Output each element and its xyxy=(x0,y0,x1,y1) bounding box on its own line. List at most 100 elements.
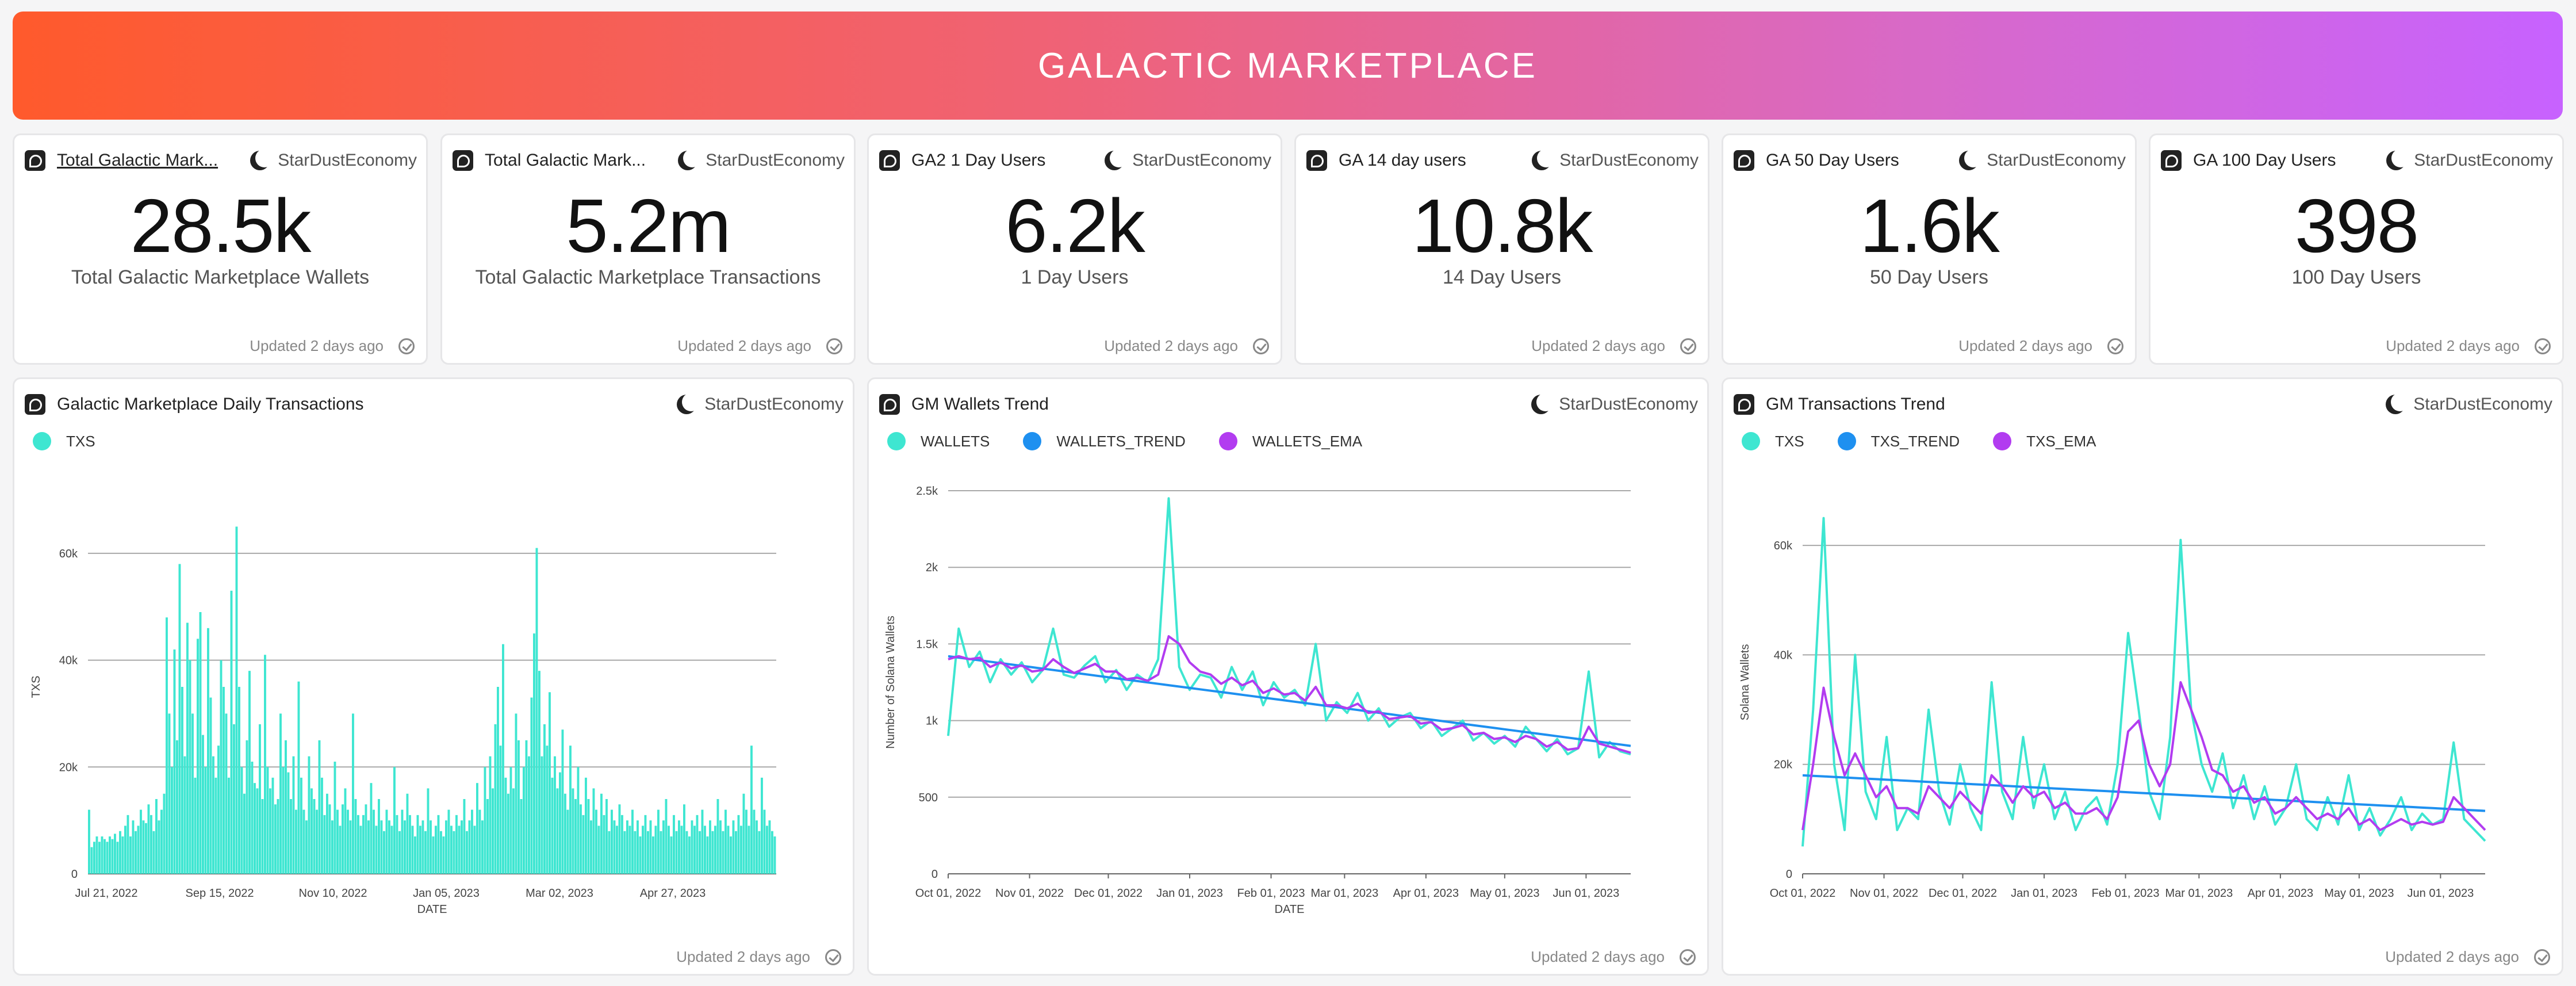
bar xyxy=(354,799,357,874)
bar xyxy=(554,756,556,874)
bar xyxy=(111,839,114,874)
bar xyxy=(277,799,279,874)
bar xyxy=(585,777,587,874)
bar xyxy=(349,820,352,874)
bar xyxy=(463,799,466,874)
bar xyxy=(326,793,328,874)
check-circle-icon xyxy=(2107,338,2123,354)
bar xyxy=(243,793,246,874)
bar xyxy=(484,767,486,874)
bar xyxy=(442,836,445,874)
legend-item[interactable]: TXS_TREND xyxy=(1837,432,1960,450)
bar xyxy=(378,799,380,874)
bar xyxy=(494,724,497,874)
bar xyxy=(747,826,750,874)
bar xyxy=(613,820,616,874)
kpi-title[interactable]: Total Galactic Mark... xyxy=(57,151,218,170)
legend-item[interactable]: WALLETS_TREND xyxy=(1023,432,1186,450)
wallets-trend-chart: 0 500 1k 1.5k 2k 2.5k Number of Solana Wallets… xyxy=(884,485,1631,916)
brand-name[interactable]: StarDustEconomy xyxy=(2413,395,2552,414)
bar xyxy=(295,809,297,874)
bar xyxy=(533,633,535,874)
bar xyxy=(704,826,706,874)
bar xyxy=(699,831,701,874)
brand-name[interactable]: StarDustEconomy xyxy=(704,395,844,414)
y-tick-label: 60k xyxy=(59,548,78,560)
series-line-wallets_trend xyxy=(948,655,1631,747)
chart-legend: WALLETS WALLETS_TREND WALLETS_EMA xyxy=(887,432,1396,450)
bar xyxy=(101,836,103,874)
legend-item[interactable]: TXS xyxy=(1742,432,1804,450)
brand-name[interactable]: StarDustEconomy xyxy=(1559,151,1699,170)
series-line-txs_trend xyxy=(1802,774,2486,812)
bar xyxy=(471,809,473,874)
check-circle-icon xyxy=(825,949,841,965)
bar xyxy=(217,746,220,874)
legend-item[interactable]: TXS_EMA xyxy=(1993,432,2096,450)
x-tick-label: Jan 01, 2023 xyxy=(1156,887,1223,900)
bar xyxy=(233,724,235,874)
kpi-title[interactable]: GA 14 day users xyxy=(1339,151,1466,170)
bar xyxy=(634,831,637,874)
kpi-title[interactable]: GA 100 Day Users xyxy=(2193,151,2336,170)
bar xyxy=(223,687,225,874)
y-tick-label: 20k xyxy=(59,761,78,774)
bar xyxy=(600,793,603,874)
bar xyxy=(450,826,453,874)
legend-item[interactable]: WALLETS xyxy=(887,432,990,450)
legend-label: TXS xyxy=(1775,432,1804,450)
bar xyxy=(152,831,155,874)
bar xyxy=(135,831,137,874)
legend-label: TXS xyxy=(66,432,95,450)
brand-name[interactable]: StarDustEconomy xyxy=(2414,151,2553,170)
bar xyxy=(404,820,406,874)
bar xyxy=(310,788,313,874)
bar xyxy=(411,826,414,874)
bar xyxy=(416,815,419,874)
kpi-title[interactable]: GA2 1 Day Users xyxy=(911,151,1046,170)
kpi-card: GA 50 Day Users StarDustEconomy 1.6k 50 … xyxy=(1722,133,2137,365)
bar xyxy=(497,687,499,874)
bar xyxy=(259,724,261,874)
bar xyxy=(305,820,308,874)
bar xyxy=(502,644,504,874)
kpi-title[interactable]: Total Galactic Mark... xyxy=(485,151,646,170)
brand-name[interactable]: StarDustEconomy xyxy=(1132,151,1271,170)
bar xyxy=(735,831,737,874)
bar xyxy=(251,762,254,874)
kpi-title[interactable]: GA 50 Day Users xyxy=(1766,151,1899,170)
series-line-wallets_ema xyxy=(948,635,1631,754)
legend-dot-icon xyxy=(33,432,51,450)
brand-name[interactable]: StarDustEconomy xyxy=(1559,395,1698,414)
bar xyxy=(95,836,98,874)
brand-name[interactable]: StarDustEconomy xyxy=(706,151,845,170)
moon-logo-icon xyxy=(1532,149,1556,170)
brand-name[interactable]: StarDustEconomy xyxy=(1987,151,2126,170)
legend-item[interactable]: TXS xyxy=(33,432,95,450)
legend-item[interactable]: WALLETS_EMA xyxy=(1218,432,1362,450)
bar xyxy=(109,836,111,874)
bar xyxy=(592,788,595,874)
bar xyxy=(380,820,383,874)
bar xyxy=(520,799,523,874)
bar xyxy=(665,799,668,874)
bar xyxy=(732,820,735,874)
y-tick-label: 500 xyxy=(919,792,938,804)
brand-name[interactable]: StarDustEconomy xyxy=(278,151,417,170)
legend-dot-icon xyxy=(1837,432,1856,450)
bar xyxy=(716,799,719,874)
series-line-txs xyxy=(1801,517,2486,847)
kpi-card: GA 14 day users StarDustEconomy 10.8k 14… xyxy=(1294,133,1709,365)
bar xyxy=(528,756,530,874)
bar xyxy=(603,815,605,874)
bar xyxy=(559,772,561,874)
bar xyxy=(342,804,344,874)
bar xyxy=(587,799,590,874)
bar xyxy=(597,826,600,874)
y-tick-label: 0 xyxy=(1786,868,1792,881)
bar xyxy=(409,815,411,874)
x-tick-label: Jan 05, 2023 xyxy=(413,887,480,900)
bar xyxy=(745,809,747,874)
bar xyxy=(652,836,654,874)
x-tick-label: Oct 01, 2022 xyxy=(1770,887,1836,900)
